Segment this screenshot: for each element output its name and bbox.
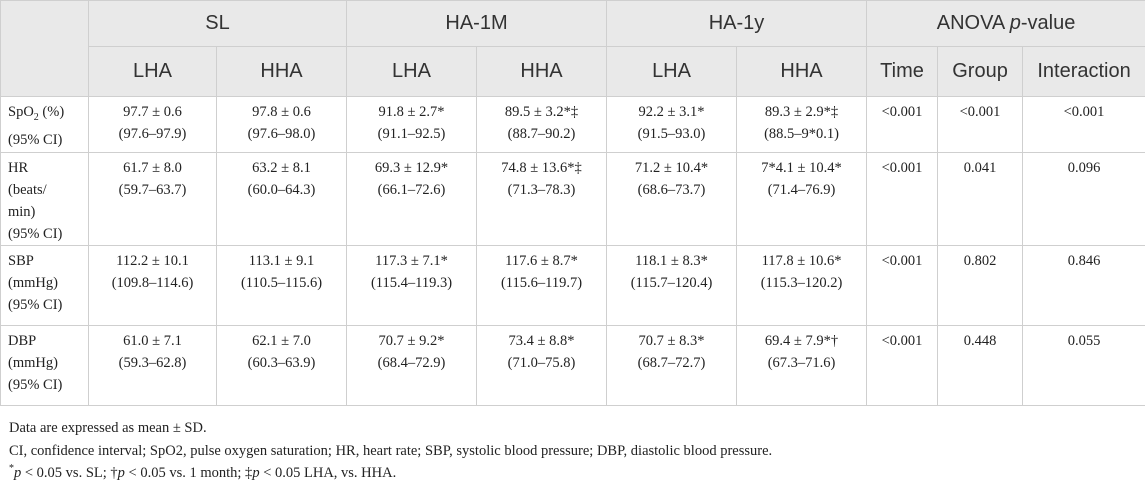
table-cell: 91.8 ± 2.7*(91.1–92.5) — [347, 97, 477, 153]
table-cell: 117.6 ± 8.7*(115.6–119.7) — [477, 246, 607, 326]
p-value-interaction: 0.096 — [1023, 153, 1145, 246]
header-corner — [1, 1, 89, 97]
table-cell: 71.2 ± 10.4*(68.6–73.7) — [607, 153, 737, 246]
row-label-spo2: SpO2 (%) (95% CI) — [1, 97, 89, 153]
row-label-line: SpO2 (%) — [8, 101, 88, 129]
table-cell: 61.7 ± 8.0(59.7–63.7) — [89, 153, 217, 246]
header-row-sub: LHA HHA LHA HHA LHA HHA Time Group Inter… — [1, 47, 1145, 97]
table-cell: 113.1 ± 9.1(110.5–115.6) — [217, 246, 347, 326]
header-group-ha-1y: HA-1y — [607, 1, 867, 47]
table-cell: 73.4 ± 8.8*(71.0–75.8) — [477, 326, 607, 406]
table-cell: 63.2 ± 8.1(60.0–64.3) — [217, 153, 347, 246]
table-row-hr: HR (beats/ min) (95% CI) 61.7 ± 8.0(59.7… — [1, 153, 1145, 246]
header-row-groups: SL HA-1M HA-1y ANOVA p-value — [1, 1, 1145, 47]
p-value-group: 0.448 — [938, 326, 1023, 406]
table-cell: 112.2 ± 10.1(109.8–114.6) — [89, 246, 217, 326]
table-cell: 74.8 ± 13.6*‡(71.3–78.3) — [477, 153, 607, 246]
table-cell: 69.3 ± 12.9*(66.1–72.6) — [347, 153, 477, 246]
row-label-dbp: DBP (mmHg) (95% CI) — [1, 326, 89, 406]
header-sub-1m-lha: LHA — [347, 47, 477, 97]
table-cell: 62.1 ± 7.0(60.3–63.9) — [217, 326, 347, 406]
p-value-time: <0.001 — [867, 326, 938, 406]
p-value-group: 0.802 — [938, 246, 1023, 326]
table-cell: 70.7 ± 8.3*(68.7–72.7) — [607, 326, 737, 406]
anova-prefix: ANOVA — [937, 12, 1010, 34]
header-sub-1m-hha: HHA — [477, 47, 607, 97]
header-group-ha-1m: HA-1M — [347, 1, 607, 47]
p-value-group: 0.041 — [938, 153, 1023, 246]
table-cell: 7*4.1 ± 10.4*(71.4–76.9) — [737, 153, 867, 246]
header-group-anova: ANOVA p-value — [867, 1, 1145, 47]
header-sub-sl-lha: LHA — [89, 47, 217, 97]
table-cell: 92.2 ± 3.1*(91.5–93.0) — [607, 97, 737, 153]
header-sub-group: Group — [938, 47, 1023, 97]
footnote-significance: *p < 0.05 vs. SL; †p < 0.05 vs. 1 month;… — [9, 463, 396, 482]
table-cell: 69.4 ± 7.9*†(67.3–71.6) — [737, 326, 867, 406]
anova-p: p — [1010, 12, 1021, 34]
anova-suffix: -value — [1021, 12, 1075, 34]
header-sub-1y-hha: HHA — [737, 47, 867, 97]
table-cell: 97.8 ± 0.6(97.6–98.0) — [217, 97, 347, 153]
p-value-interaction: <0.001 — [1023, 97, 1145, 153]
row-label-line: (95% CI) — [8, 129, 88, 151]
table-row-sbp: SBP (mmHg) (95% CI) 112.2 ± 10.1(109.8–1… — [1, 246, 1145, 326]
header-sub-1y-lha: LHA — [607, 47, 737, 97]
p-value-group: <0.001 — [938, 97, 1023, 153]
p-value-time: <0.001 — [867, 153, 938, 246]
footnote-abbreviations: CI, confidence interval; SpO2, pulse oxy… — [9, 443, 772, 460]
footnote-data-expression: Data are expressed as mean ± SD. — [9, 420, 207, 437]
row-label-hr: HR (beats/ min) (95% CI) — [1, 153, 89, 246]
table-cell: 117.3 ± 7.1*(115.4–119.3) — [347, 246, 477, 326]
table-cell: 89.5 ± 3.2*‡(88.7–90.2) — [477, 97, 607, 153]
header-group-sl: SL — [89, 1, 347, 47]
p-value-time: <0.001 — [867, 246, 938, 326]
table-cell: 117.8 ± 10.6*(115.3–120.2) — [737, 246, 867, 326]
table-cell: 61.0 ± 7.1(59.3–62.8) — [89, 326, 217, 406]
table-cell: 97.7 ± 0.6(97.6–97.9) — [89, 97, 217, 153]
header-sub-interaction: Interaction — [1023, 47, 1145, 97]
p-value-interaction: 0.846 — [1023, 246, 1145, 326]
p-value-interaction: 0.055 — [1023, 326, 1145, 406]
table-row-dbp: DBP (mmHg) (95% CI) 61.0 ± 7.1(59.3–62.8… — [1, 326, 1145, 406]
table-cell: 89.3 ± 2.9*‡(88.5–9*0.1) — [737, 97, 867, 153]
row-label-sbp: SBP (mmHg) (95% CI) — [1, 246, 89, 326]
results-table: SL HA-1M HA-1y ANOVA p-value LHA HHA LHA… — [0, 0, 1145, 406]
p-value-time: <0.001 — [867, 97, 938, 153]
table-row-spo2: SpO2 (%) (95% CI) 97.7 ± 0.6(97.6–97.9) … — [1, 97, 1145, 153]
header-sub-time: Time — [867, 47, 938, 97]
table-cell: 118.1 ± 8.3*(115.7–120.4) — [607, 246, 737, 326]
header-sub-sl-hha: HHA — [217, 47, 347, 97]
table-cell: 70.7 ± 9.2*(68.4–72.9) — [347, 326, 477, 406]
